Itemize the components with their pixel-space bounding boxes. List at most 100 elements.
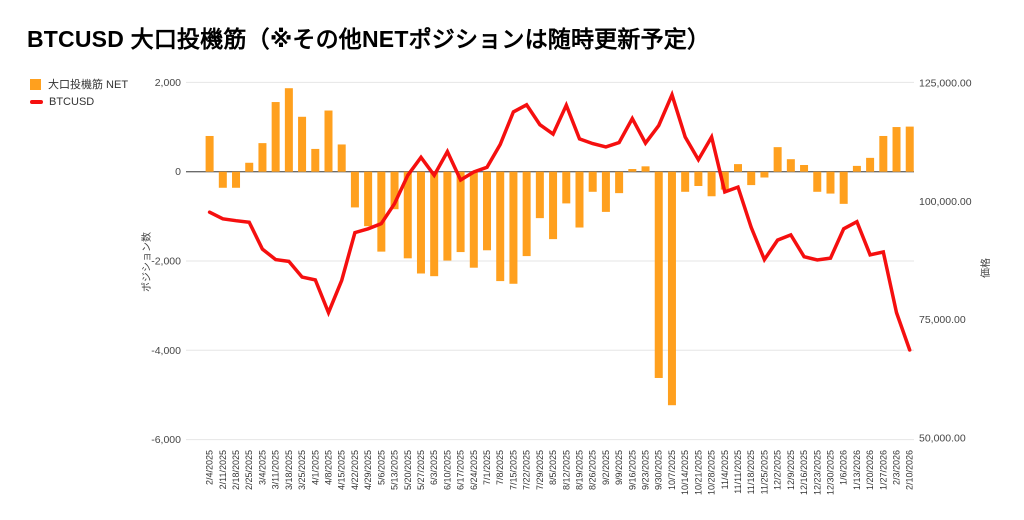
net-bar[interactable] xyxy=(535,171,544,219)
net-bar[interactable] xyxy=(601,171,610,212)
net-bar[interactable] xyxy=(416,171,425,274)
net-bar[interactable] xyxy=(271,102,280,172)
x-axis-tick-label: 10/14/2025 xyxy=(680,450,690,495)
x-axis-tick-label: 2/3/2026 xyxy=(892,450,902,485)
x-axis-tick-label: 4/15/2025 xyxy=(337,450,347,490)
net-bar[interactable] xyxy=(786,159,795,172)
net-bar[interactable] xyxy=(218,171,227,188)
x-axis-tick-label: 7/1/2025 xyxy=(482,450,492,485)
net-bar[interactable] xyxy=(443,171,452,261)
net-bar[interactable] xyxy=(245,162,254,172)
net-bar[interactable] xyxy=(879,135,888,172)
net-bar[interactable] xyxy=(509,171,518,284)
net-bar[interactable] xyxy=(588,171,597,192)
x-axis-tick-label: 4/22/2025 xyxy=(350,450,360,490)
x-axis-tick-label: 1/20/2026 xyxy=(865,450,875,490)
x-axis-tick-label: 7/29/2025 xyxy=(535,450,545,490)
net-bar[interactable] xyxy=(350,171,359,208)
x-axis-tick-label: 9/9/2025 xyxy=(614,450,624,485)
x-axis-tick-label: 6/3/2025 xyxy=(429,450,439,485)
right-axis-tick-label: 50,000.00 xyxy=(919,433,966,445)
net-bar[interactable] xyxy=(311,148,320,172)
net-bar[interactable] xyxy=(284,88,293,172)
net-bar[interactable] xyxy=(720,171,729,190)
x-axis-tick-label: 9/16/2025 xyxy=(627,450,637,490)
x-axis-tick-label: 10/7/2025 xyxy=(667,450,677,490)
net-bar[interactable] xyxy=(747,171,756,186)
x-axis-tick-label: 10/28/2025 xyxy=(707,450,717,495)
right-axis-tick-label: 125,000.00 xyxy=(919,78,972,90)
x-axis-tick-label: 9/30/2025 xyxy=(654,450,664,490)
left-axis-title: ポジション数 xyxy=(140,232,153,292)
net-bar[interactable] xyxy=(654,171,663,378)
x-axis-tick-label: 8/19/2025 xyxy=(574,450,584,490)
net-bar[interactable] xyxy=(734,164,743,172)
right-axis-tick-label: 100,000.00 xyxy=(919,196,972,208)
net-bar[interactable] xyxy=(298,116,307,172)
net-bar[interactable] xyxy=(232,171,241,188)
net-bar[interactable] xyxy=(826,171,835,194)
net-bar[interactable] xyxy=(667,171,676,406)
left-axis-tick-label: 2,000 xyxy=(155,77,181,89)
net-bar[interactable] xyxy=(456,171,465,253)
x-axis-tick-label: 9/23/2025 xyxy=(641,450,651,490)
chart-legend: 大口投機筋 NET BTCUSD xyxy=(30,75,128,111)
net-bar[interactable] xyxy=(852,165,861,172)
x-axis-tick-label: 3/4/2025 xyxy=(257,450,267,485)
net-bar[interactable] xyxy=(800,165,809,172)
x-axis-tick-label: 1/13/2026 xyxy=(852,450,862,490)
net-bar[interactable] xyxy=(324,110,333,172)
x-axis-tick-label: 4/8/2025 xyxy=(323,450,333,485)
net-bar[interactable] xyxy=(258,143,267,172)
net-bar[interactable] xyxy=(496,171,505,282)
net-bar[interactable] xyxy=(364,171,373,227)
x-axis-tick-label: 2/10/2026 xyxy=(905,450,915,490)
chart-title: BTCUSD 大口投機筋（※その他NETポジションは随時更新予定） xyxy=(27,26,711,52)
net-bar[interactable] xyxy=(866,157,875,172)
net-bar[interactable] xyxy=(562,171,571,204)
net-bar[interactable] xyxy=(905,126,914,172)
right-axis-title: 価格 xyxy=(979,258,992,278)
net-bar[interactable] xyxy=(707,171,716,197)
net-bar[interactable] xyxy=(839,171,848,204)
x-axis-tick-label: 6/24/2025 xyxy=(469,450,479,490)
x-axis-tick-label: 2/18/2025 xyxy=(231,450,241,490)
x-axis-tick-label: 12/2/2025 xyxy=(773,450,783,490)
net-bar[interactable] xyxy=(377,171,386,252)
x-axis-tick-label: 2/4/2025 xyxy=(205,450,215,485)
net-bar[interactable] xyxy=(641,166,650,172)
x-axis-tick-label: 8/26/2025 xyxy=(588,450,598,490)
net-bar[interactable] xyxy=(430,171,439,277)
net-bar[interactable] xyxy=(760,171,769,178)
net-bar[interactable] xyxy=(694,171,703,186)
net-bar[interactable] xyxy=(773,147,782,172)
x-axis-tick-label: 6/17/2025 xyxy=(456,450,466,490)
x-axis-tick-label: 11/11/2025 xyxy=(733,450,743,494)
net-bar[interactable] xyxy=(813,171,822,192)
x-axis-tick-label: 10/21/2025 xyxy=(693,450,703,495)
btcusd-price-line[interactable] xyxy=(207,89,912,352)
net-bar[interactable] xyxy=(892,127,901,172)
net-bar[interactable] xyxy=(483,171,492,251)
net-bar[interactable] xyxy=(575,171,584,228)
net-bar[interactable] xyxy=(205,135,214,172)
net-bar[interactable] xyxy=(681,171,690,192)
net-bar[interactable] xyxy=(403,171,412,259)
net-bar[interactable] xyxy=(615,171,624,194)
net-bar[interactable] xyxy=(522,171,531,257)
net-bar[interactable] xyxy=(549,171,558,240)
x-axis-tick-label: 4/29/2025 xyxy=(363,450,373,490)
legend-item-btcusd: BTCUSD xyxy=(30,93,128,111)
x-axis-tick-label: 3/11/2025 xyxy=(271,450,281,489)
net-bar[interactable] xyxy=(390,171,399,210)
x-axis-tick-label: 12/30/2025 xyxy=(825,450,835,495)
x-axis-tick-label: 5/6/2025 xyxy=(376,450,386,485)
net-series-swatch-icon xyxy=(30,78,41,90)
x-axis-tick-label: 12/16/2025 xyxy=(799,450,809,495)
net-bar[interactable] xyxy=(469,171,478,268)
x-axis-tick-label: 7/15/2025 xyxy=(508,450,518,490)
x-axis-tick-label: 11/18/2025 xyxy=(746,450,756,494)
net-bar[interactable] xyxy=(337,144,346,172)
x-axis-tick-label: 12/23/2025 xyxy=(812,450,822,495)
net-bar[interactable] xyxy=(628,169,637,172)
